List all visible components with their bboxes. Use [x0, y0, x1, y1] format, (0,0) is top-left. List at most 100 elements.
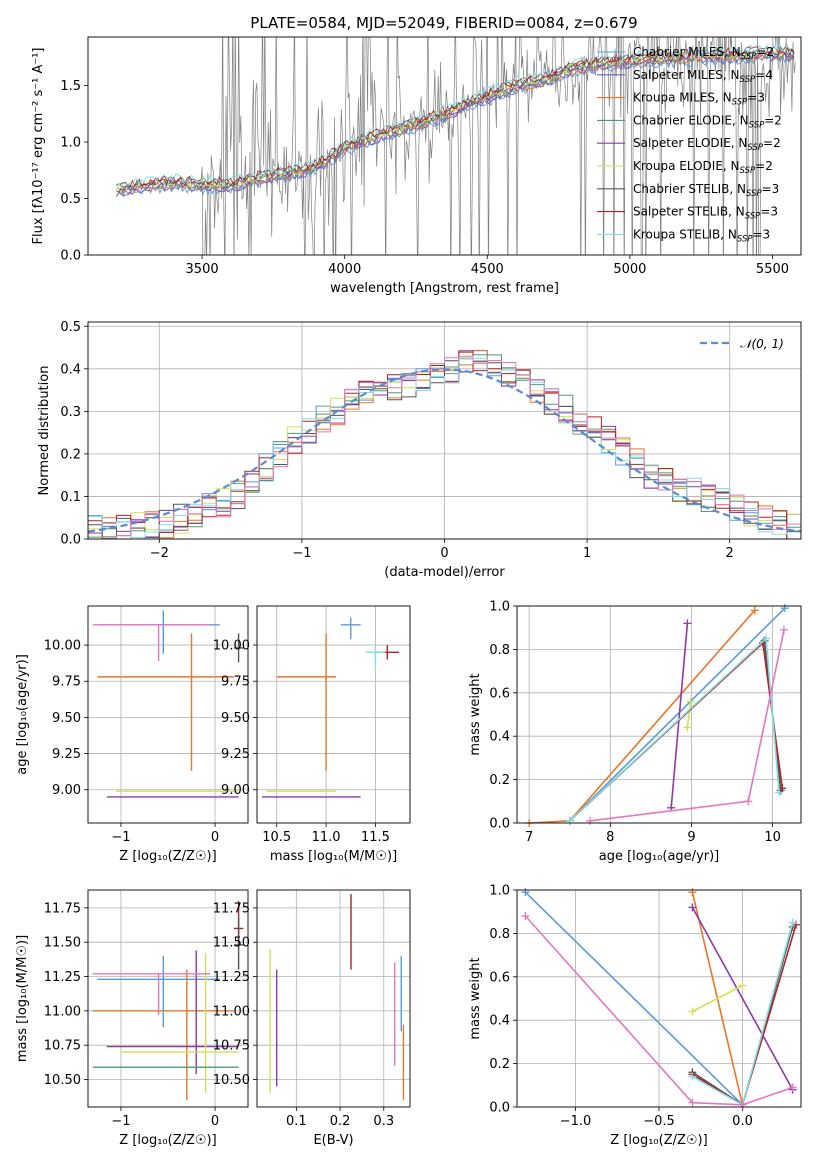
- axes-frame: [87, 605, 249, 824]
- x-tick-label: 7: [525, 830, 533, 845]
- weight-marker: [688, 1072, 697, 1081]
- y-tick-label: 9.50: [221, 711, 250, 726]
- weight-line-2: [670, 623, 689, 808]
- y-tick-label: 11.50: [213, 936, 250, 951]
- y-tick-label: 0.4: [489, 730, 510, 745]
- weight-line-1: [529, 609, 756, 824]
- y-tick-label: 11.00: [213, 1004, 250, 1019]
- axes-frame: [87, 36, 802, 256]
- chart-spectrum: 3500 4000 4500 5000 5500 0.0 0.5 1.0 1.5 waveleng…: [31, 36, 802, 296]
- weight-marker: [775, 788, 784, 797]
- x-axis-label: E(B-V): [313, 1133, 353, 1148]
- y-tick-label: 10.50: [213, 1073, 250, 1088]
- x-tick-label: −0.5: [643, 1114, 675, 1129]
- axes-frame: [256, 889, 411, 1108]
- legend-label: Chabrier STELIB, NSSP=3: [633, 182, 779, 199]
- weight-marker: [750, 606, 759, 615]
- y-tick-label: 10.50: [44, 1073, 81, 1088]
- x-axis-label: wavelength [Angstrom, rest frame]: [330, 281, 559, 296]
- y-axis-label: mass [log₁₀(M/M☉)]: [15, 935, 30, 1062]
- y-tick-label: 11.25: [44, 970, 81, 985]
- y-tick-label: 0.8: [489, 927, 510, 942]
- x-tick-label: −1.0: [560, 1114, 592, 1129]
- weight-marker: [688, 1007, 697, 1016]
- x-axis-label: Z [log₁₀(Z/Z☉)]: [610, 1133, 707, 1148]
- y-tick-label: 1.0: [60, 136, 81, 151]
- y-tick-label: 11.00: [44, 1004, 81, 1019]
- y-tick-label: 11.50: [44, 936, 81, 951]
- y-tick-label: 1.0: [489, 600, 510, 615]
- y-tick-label: 1.0: [489, 884, 510, 899]
- x-tick-label: 1: [583, 546, 591, 561]
- y-tick-label: 10.00: [213, 639, 250, 654]
- x-axis-label: Z [log₁₀(Z/Z☉)]: [119, 849, 216, 864]
- y-tick-label: 0.2: [489, 773, 510, 788]
- x-tick-label: 10.5: [262, 830, 291, 845]
- y-axis-label: Normed distribution: [37, 366, 52, 496]
- data-spectrum-line: [116, 37, 796, 255]
- chart-age-vs-mass: 10.5 11.0 11.5 9.00 9.25 9.50 9.75 10.00 mass [l…: [213, 605, 411, 864]
- x-axis-label: (data-model)/error: [384, 565, 505, 580]
- x-tick-label: 3500: [186, 262, 219, 277]
- legend-label: Chabrier ELODIE, NSSP=2: [633, 113, 782, 130]
- y-tick-label: 10.75: [44, 1039, 81, 1054]
- x-tick-label: −1: [111, 1114, 130, 1129]
- x-tick-label: 0: [211, 830, 219, 845]
- x-tick-label: 0.3: [373, 1114, 394, 1129]
- weight-line-0: [569, 607, 786, 822]
- y-tick-label: 11.75: [44, 901, 81, 916]
- y-tick-label: 9.75: [221, 675, 250, 690]
- y-tick-label: 0.8: [489, 643, 510, 658]
- chart-age-vs-Z: −1 0 9.00 9.25 9.50 9.75 10.00 Z [log₁₀(Z/Z☉)] a…: [15, 605, 249, 864]
- weight-marker: [586, 816, 595, 825]
- weight-marker: [686, 697, 695, 706]
- y-tick-label: 9.00: [52, 783, 81, 798]
- weight-line-3: [692, 984, 743, 1013]
- legend-label: Kroupa STELIB, NSSP=3: [633, 227, 770, 244]
- weight-marker: [565, 816, 574, 825]
- chart-residuals: −2 −1 0 1 2 0.0 0.1 0.2 0.3 0.4 0.5 (data-model)/er…: [37, 320, 802, 580]
- weight-marker: [521, 912, 530, 921]
- y-tick-label: 0.0: [60, 249, 81, 264]
- x-axis-label: Z [log₁₀(Z/Z☉)]: [119, 1133, 216, 1148]
- y-tick-label: 10.75: [213, 1039, 250, 1054]
- x-tick-label: −2: [150, 546, 169, 561]
- chart-mass-weight-vs-Z: −1.0 −0.5 0.0 0.0 0.2 0.4 0.6 0.8 1.0 Z [log₁₀(Z/…: [468, 884, 802, 1148]
- y-tick-label: 0.2: [489, 1057, 510, 1072]
- axes-frame: [516, 605, 802, 824]
- y-tick-label: 0.6: [489, 970, 510, 985]
- chart-mass-vs-EBV: 0.1 0.2 0.3 10.50 10.75 11.00 11.25 11.50 11.75 E…: [213, 889, 411, 1148]
- weight-marker: [779, 625, 788, 634]
- legend-label: Salpeter MILES, NSSP=4: [633, 68, 773, 85]
- y-tick-label: 0.5: [60, 192, 81, 207]
- weight-marker: [738, 981, 747, 990]
- weight-marker: [788, 918, 797, 927]
- x-tick-label: 5000: [613, 262, 646, 277]
- weight-marker: [738, 1100, 747, 1109]
- x-tick-label: 11.0: [312, 830, 341, 845]
- weight-line-3: [686, 701, 692, 728]
- y-tick-label: 1.5: [60, 79, 81, 94]
- x-tick-label: 0.1: [286, 1114, 307, 1129]
- residuals-legend: 𝒩(0, 1): [700, 337, 784, 351]
- weight-line-2: [691, 907, 794, 1090]
- x-tick-label: 9: [687, 830, 695, 845]
- y-axis-label: mass weight: [468, 957, 483, 1039]
- y-tick-label: 9.25: [221, 747, 250, 762]
- spectrum-legend: Chabrier MILES, NSSP=2 Salpeter MILES, NS…: [597, 45, 782, 244]
- panels: 3500 4000 4500 5000 5500 0.0 0.5 1.0 1.5 waveleng…: [15, 36, 802, 1148]
- y-tick-label: 9.75: [52, 675, 81, 690]
- y-axis-label: age [log₁₀(age/yr)]: [15, 654, 30, 775]
- x-tick-label: 2: [726, 546, 734, 561]
- y-tick-label: 0.4: [60, 362, 81, 377]
- x-tick-label: 0.2: [330, 1114, 351, 1129]
- legend-label: 𝒩(0, 1): [740, 337, 784, 351]
- model-line-8: [116, 43, 795, 188]
- axes-frame: [516, 889, 802, 1108]
- weight-marker: [688, 1098, 697, 1107]
- legend-label: Kroupa ELODIE, NSSP=2: [633, 159, 773, 176]
- y-tick-label: 0.4: [489, 1014, 510, 1029]
- weight-line-5: [691, 924, 797, 1107]
- chart-mass-vs-Z: −1 0 10.50 10.75 11.00 11.25 11.50 11.75 Z [log₁…: [15, 889, 249, 1148]
- y-tick-label: 0.0: [489, 1101, 510, 1116]
